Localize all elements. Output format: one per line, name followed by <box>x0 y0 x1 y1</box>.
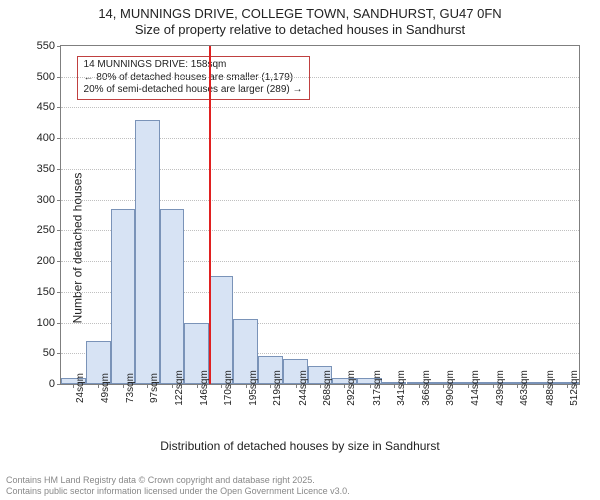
x-tick-label: 463sqm <box>517 370 530 406</box>
annotation-line-3: 20% of semi-detached houses are larger (… <box>84 84 303 97</box>
y-tick-mark <box>57 46 61 47</box>
annotation-line-1: 14 MUNNINGS DRIVE: 158sqm <box>84 59 303 72</box>
annotation-line-2: ← 80% of detached houses are smaller (1,… <box>84 72 303 85</box>
y-tick-label: 150 <box>37 286 55 298</box>
y-tick-label: 250 <box>37 224 55 236</box>
y-tick-label: 0 <box>49 378 55 390</box>
title-line-2: Size of property relative to detached ho… <box>0 22 600 38</box>
footer-line-2: Contains public sector information licen… <box>6 486 350 497</box>
x-tick-label: 488sqm <box>543 370 556 406</box>
x-tick-label: 244sqm <box>296 370 309 406</box>
y-tick-label: 50 <box>43 347 55 359</box>
gridline <box>61 107 579 108</box>
y-tick-mark <box>57 323 61 324</box>
x-tick-label: 512sqm <box>567 370 580 406</box>
y-tick-label: 100 <box>37 317 55 329</box>
x-tick-label: 390sqm <box>443 370 456 406</box>
y-tick-mark <box>57 77 61 78</box>
reference-line <box>209 46 211 384</box>
histogram-bar <box>111 209 135 384</box>
y-tick-mark <box>57 200 61 201</box>
y-tick-label: 500 <box>37 71 55 83</box>
histogram-bar <box>160 209 185 384</box>
x-tick-label: 439sqm <box>493 370 506 406</box>
footer-line-1: Contains HM Land Registry data © Crown c… <box>6 475 350 486</box>
y-tick-label: 400 <box>37 132 55 144</box>
y-tick-label: 200 <box>37 255 55 267</box>
y-tick-mark <box>57 107 61 108</box>
plot-area: 14 MUNNINGS DRIVE: 158sqm ← 80% of detac… <box>60 45 580 385</box>
y-tick-label: 300 <box>37 194 55 206</box>
histogram-bar <box>209 276 234 384</box>
x-tick-label: 122sqm <box>172 370 185 406</box>
footer-attribution: Contains HM Land Registry data © Crown c… <box>6 475 350 497</box>
x-tick-label: 49sqm <box>98 373 111 403</box>
histogram-bar <box>135 120 160 384</box>
y-tick-mark <box>57 384 61 385</box>
y-tick-label: 550 <box>37 40 55 52</box>
x-tick-label: 219sqm <box>270 370 283 406</box>
y-tick-mark <box>57 138 61 139</box>
x-tick-label: 317sqm <box>370 370 383 406</box>
y-tick-label: 450 <box>37 101 55 113</box>
title-line-1: 14, MUNNINGS DRIVE, COLLEGE TOWN, SANDHU… <box>0 6 600 22</box>
x-tick-label: 268sqm <box>320 370 333 406</box>
annotation-box: 14 MUNNINGS DRIVE: 158sqm ← 80% of detac… <box>77 56 310 100</box>
y-tick-mark <box>57 261 61 262</box>
chart-title-block: 14, MUNNINGS DRIVE, COLLEGE TOWN, SANDHU… <box>0 0 600 39</box>
y-tick-label: 350 <box>37 163 55 175</box>
x-tick-label: 170sqm <box>221 370 234 406</box>
y-tick-mark <box>57 292 61 293</box>
x-tick-label: 366sqm <box>419 370 432 406</box>
y-tick-mark <box>57 169 61 170</box>
x-tick-label: 414sqm <box>468 370 481 406</box>
x-tick-label: 292sqm <box>344 370 357 406</box>
y-tick-mark <box>57 353 61 354</box>
y-tick-mark <box>57 230 61 231</box>
x-tick-label: 97sqm <box>147 373 160 403</box>
x-axis-label: Distribution of detached houses by size … <box>0 439 600 453</box>
x-tick-label: 195sqm <box>246 370 259 406</box>
x-tick-label: 24sqm <box>73 373 86 403</box>
chart-container: Number of detached houses 14 MUNNINGS DR… <box>0 40 600 455</box>
gridline <box>61 77 579 78</box>
x-tick-label: 341sqm <box>394 370 407 406</box>
x-tick-label: 73sqm <box>123 373 136 403</box>
x-tick-label: 146sqm <box>197 370 210 406</box>
